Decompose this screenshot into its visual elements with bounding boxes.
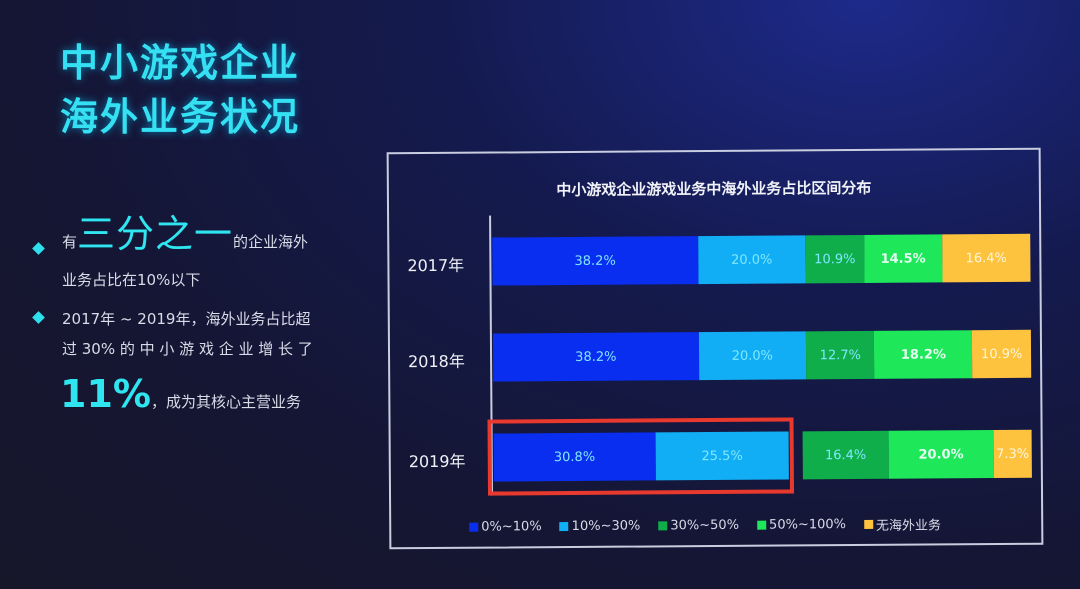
bullet-2-line1: 2017年 ~ 2019年，海外业务占比超 bbox=[62, 310, 311, 328]
legend-item: 30%~50% bbox=[658, 516, 739, 536]
legend-label: 0%~10% bbox=[481, 519, 542, 535]
bar-segment-0-10: 38.2% bbox=[492, 236, 699, 286]
row-label: 2019年 bbox=[408, 451, 466, 472]
bar-segment-50-100: 14.5% bbox=[863, 234, 943, 283]
chart-row-2018: 2018年 38.2% 20.0% 12.7% 18.2% 10.9% bbox=[390, 329, 1040, 383]
legend-label: 10%~30% bbox=[571, 518, 641, 535]
legend-swatch-icon bbox=[863, 519, 874, 529]
bar-segment-10-30: 20.0% bbox=[698, 331, 807, 381]
bar-segment-50-100: 18.2% bbox=[874, 330, 973, 379]
chart-panel: 中小游戏企业游戏业务中海外业务占比区间分布 2017年 38.2% 20.0% … bbox=[386, 147, 1044, 550]
bullet-item-1: 有三分之一的企业海外 业务占比在10%以下 bbox=[32, 215, 362, 292]
bullet-1-suffix: 的企业海外 bbox=[233, 233, 309, 251]
chart-row-2017: 2017年 38.2% 20.0% 10.9% 14.5% 16.4% bbox=[389, 233, 1039, 287]
bullet-1-line2: 业务占比在10%以下 bbox=[62, 271, 201, 289]
legend-label: 30%~50% bbox=[670, 517, 740, 534]
legend-item: 10%~30% bbox=[559, 517, 641, 537]
bullet-2-line2: 过 30% 的 中 小 游 戏 企 业 增 长 了 bbox=[62, 340, 313, 358]
bar-segment-none: 16.4% bbox=[941, 233, 1031, 283]
bar-segment-none: 7.3% bbox=[993, 429, 1032, 479]
stacked-bar: 38.2% 20.0% 10.9% 14.5% 16.4% bbox=[492, 233, 1031, 286]
bullet-2-suffix: ，成为其核心主营业务 bbox=[150, 393, 301, 411]
bar-segment-30-50: 12.7% bbox=[805, 330, 875, 380]
legend-item: 50%~100% bbox=[757, 515, 846, 535]
slide-title-line2: 海外业务状况 bbox=[60, 95, 301, 139]
row-label: 2017年 bbox=[407, 255, 465, 276]
legend-swatch-icon bbox=[658, 521, 668, 531]
bullet-2-highlight: 11% bbox=[60, 372, 151, 416]
diamond-bullet-icon bbox=[32, 311, 45, 324]
bar-segment-50-100: 20.0% bbox=[888, 430, 994, 479]
legend-item: 无海外业务 bbox=[863, 514, 942, 534]
bullet-1-prefix: 有 bbox=[62, 233, 78, 251]
legend-label: 50%~100% bbox=[768, 517, 847, 533]
legend-item: 0%~10% bbox=[469, 517, 542, 537]
legend-swatch-icon bbox=[559, 522, 569, 532]
bar-segment-30-50: 10.9% bbox=[805, 234, 865, 284]
slide-title: 中小游戏企业 海外业务状况 bbox=[60, 36, 300, 144]
diamond-bullet-icon bbox=[32, 242, 45, 255]
legend-label: 无海外业务 bbox=[875, 518, 942, 534]
highlight-box bbox=[487, 417, 795, 496]
stacked-bar: 38.2% 20.0% 12.7% 18.2% 10.9% bbox=[492, 329, 1032, 382]
bullet-1-highlight: 三分之一 bbox=[77, 212, 234, 256]
legend-swatch-icon bbox=[757, 520, 767, 530]
row-label: 2018年 bbox=[408, 351, 465, 372]
legend-swatch-icon bbox=[469, 522, 479, 532]
bar-segment-none: 10.9% bbox=[972, 329, 1032, 379]
slide-title-line1: 中小游戏企业 bbox=[60, 41, 301, 85]
bar-segment-30-50: 16.4% bbox=[802, 430, 889, 480]
chart-legend: 0%~10% 10%~30% 30%~50% 50%~100% 无海外业务 bbox=[469, 514, 941, 536]
bullet-list: 有三分之一的企业海外 业务占比在10%以下 2017年 ~ 2019年，海外业务… bbox=[32, 215, 362, 424]
chart-title: 中小游戏企业游戏业务中海外业务占比区间分布 bbox=[556, 178, 872, 200]
bar-segment-10-30: 20.0% bbox=[697, 235, 806, 285]
bar-segment-0-10: 38.2% bbox=[492, 332, 699, 382]
bullet-item-2: 2017年 ~ 2019年，海外业务占比超 过 30% 的 中 小 游 戏 企 … bbox=[32, 304, 362, 424]
